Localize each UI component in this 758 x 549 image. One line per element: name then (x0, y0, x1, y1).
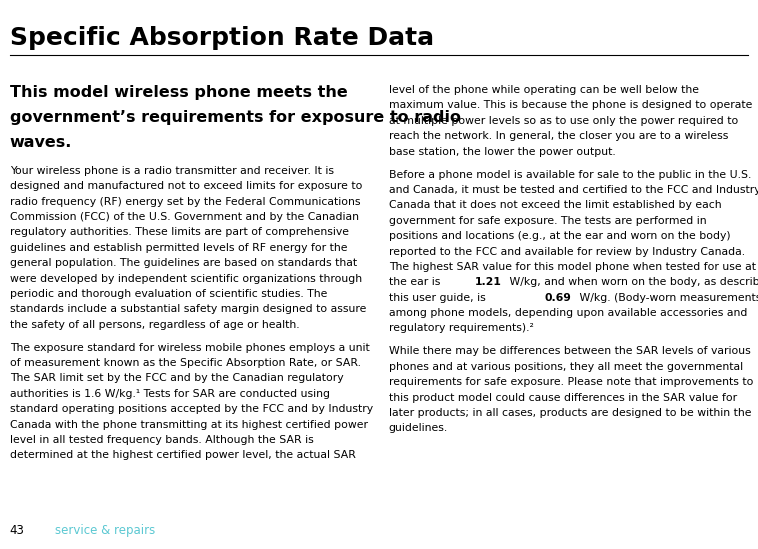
Text: among phone models, depending upon available accessories and: among phone models, depending upon avail… (389, 308, 747, 318)
Text: periodic and thorough evaluation of scientific studies. The: periodic and thorough evaluation of scie… (10, 289, 327, 299)
Text: Your wireless phone is a radio transmitter and receiver. It is: Your wireless phone is a radio transmitt… (10, 166, 334, 176)
Text: positions and locations (e.g., at the ear and worn on the body): positions and locations (e.g., at the ea… (389, 231, 731, 241)
Text: this user guide, is: this user guide, is (389, 293, 489, 302)
Text: 43: 43 (10, 524, 25, 537)
Text: requirements for safe exposure. Please note that improvements to: requirements for safe exposure. Please n… (389, 377, 753, 387)
Text: this product model could cause differences in the SAR value for: this product model could cause differenc… (389, 393, 737, 402)
Text: determined at the highest certified power level, the actual SAR: determined at the highest certified powe… (10, 450, 356, 461)
Text: While there may be differences between the SAR levels of various: While there may be differences between t… (389, 346, 750, 356)
Text: This model wireless phone meets the: This model wireless phone meets the (10, 85, 348, 100)
Text: government for safe exposure. The tests are performed in: government for safe exposure. The tests … (389, 216, 706, 226)
Text: designed and manufactured not to exceed limits for exposure to: designed and manufactured not to exceed … (10, 181, 362, 191)
Text: at multiple power levels so as to use only the power required to: at multiple power levels so as to use on… (389, 116, 738, 126)
Text: reach the network. In general, the closer you are to a wireless: reach the network. In general, the close… (389, 131, 728, 141)
Text: Before a phone model is available for sale to the public in the U.S.: Before a phone model is available for sa… (389, 170, 751, 180)
Text: Canada with the phone transmitting at its highest certified power: Canada with the phone transmitting at it… (10, 419, 368, 429)
Text: regulatory authorities. These limits are part of comprehensive: regulatory authorities. These limits are… (10, 227, 349, 237)
Text: government’s requirements for exposure to radio: government’s requirements for exposure t… (10, 110, 461, 125)
Text: maximum value. This is because the phone is designed to operate: maximum value. This is because the phone… (389, 100, 752, 110)
Text: level in all tested frequency bands. Although the SAR is: level in all tested frequency bands. Alt… (10, 435, 314, 445)
Text: regulatory requirements).²: regulatory requirements).² (389, 323, 534, 333)
Text: service & repairs: service & repairs (55, 524, 155, 537)
Text: W/kg, and when worn on the body, as described in: W/kg, and when worn on the body, as desc… (506, 277, 758, 287)
Text: waves.: waves. (10, 135, 72, 150)
Text: guidelines.: guidelines. (389, 423, 448, 433)
Text: later products; in all cases, products are designed to be within the: later products; in all cases, products a… (389, 408, 751, 418)
Text: 1.21: 1.21 (475, 277, 501, 287)
Text: radio frequency (RF) energy set by the Federal Communications: radio frequency (RF) energy set by the F… (10, 197, 360, 206)
Text: W/kg. (Body-worn measurements differ: W/kg. (Body-worn measurements differ (575, 293, 758, 302)
Text: level of the phone while operating can be well below the: level of the phone while operating can b… (389, 85, 699, 95)
Text: were developed by independent scientific organizations through: were developed by independent scientific… (10, 273, 362, 283)
Text: 0.69: 0.69 (544, 293, 572, 302)
Text: standard operating positions accepted by the FCC and by Industry: standard operating positions accepted by… (10, 404, 373, 414)
Text: reported to the FCC and available for review by Industry Canada.: reported to the FCC and available for re… (389, 247, 745, 256)
Text: standards include a substantial safety margin designed to assure: standards include a substantial safety m… (10, 304, 366, 315)
Text: The SAR limit set by the FCC and by the Canadian regulatory: The SAR limit set by the FCC and by the … (10, 373, 343, 383)
Text: The highest SAR value for this model phone when tested for use at: The highest SAR value for this model pho… (389, 262, 756, 272)
Text: phones and at various positions, they all meet the governmental: phones and at various positions, they al… (389, 362, 743, 372)
Text: The exposure standard for wireless mobile phones employs a unit: The exposure standard for wireless mobil… (10, 343, 370, 352)
Text: general population. The guidelines are based on standards that: general population. The guidelines are b… (10, 258, 357, 268)
Text: Canada that it does not exceed the limit established by each: Canada that it does not exceed the limit… (389, 200, 722, 210)
Text: the ear is: the ear is (389, 277, 443, 287)
Text: Specific Absorption Rate Data: Specific Absorption Rate Data (10, 26, 434, 51)
Text: the safety of all persons, regardless of age or health.: the safety of all persons, regardless of… (10, 320, 299, 330)
Text: guidelines and establish permitted levels of RF energy for the: guidelines and establish permitted level… (10, 243, 347, 253)
Text: and Canada, it must be tested and certified to the FCC and Industry: and Canada, it must be tested and certif… (389, 185, 758, 195)
Text: of measurement known as the Specific Absorption Rate, or SAR.: of measurement known as the Specific Abs… (10, 358, 361, 368)
Text: Commission (FCC) of the U.S. Government and by the Canadian: Commission (FCC) of the U.S. Government … (10, 212, 359, 222)
Text: base station, the lower the power output.: base station, the lower the power output… (389, 147, 615, 156)
Text: authorities is 1.6 W/kg.¹ Tests for SAR are conducted using: authorities is 1.6 W/kg.¹ Tests for SAR … (10, 389, 330, 399)
